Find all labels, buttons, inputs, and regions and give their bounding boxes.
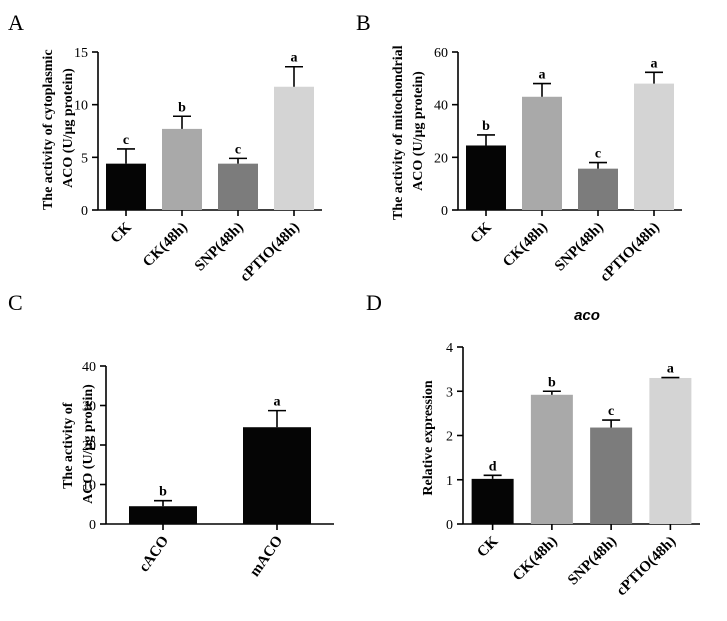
y-tick-label: 0 bbox=[89, 518, 96, 533]
panel-d-ylabel-line-1: Relative expression bbox=[421, 380, 436, 495]
y-tick-label: 4 bbox=[446, 341, 453, 356]
bar bbox=[162, 128, 202, 210]
category-label: cPTIO(48h) bbox=[237, 220, 303, 286]
category-label: CK(48h) bbox=[500, 220, 551, 271]
y-tick-label: 20 bbox=[434, 151, 448, 166]
panel-c: C The activity of ACO (U/μg protein) 0 10… bbox=[8, 290, 334, 580]
panel-d: D aco Relative expression 0 1 2 3 4 d CK b CK(48… bbox=[366, 290, 700, 599]
category-label: CK(48h) bbox=[140, 220, 191, 271]
y-tick-label: 3 bbox=[446, 385, 453, 400]
panel-b-letter: B bbox=[356, 10, 371, 35]
panel-c-letter: C bbox=[8, 290, 23, 315]
category-label: SNP(48h) bbox=[565, 534, 620, 589]
significance-letter: a bbox=[274, 395, 281, 410]
bar bbox=[218, 163, 258, 210]
category-label: cPTIO(48h) bbox=[614, 534, 680, 600]
bar bbox=[578, 168, 618, 210]
y-tick-label: 0 bbox=[441, 204, 448, 219]
significance-letter: b bbox=[548, 375, 556, 390]
category-label: cPTIO(48h) bbox=[597, 220, 663, 286]
bar bbox=[106, 163, 146, 210]
significance-letter: a bbox=[651, 56, 658, 71]
y-tick-label: 20 bbox=[82, 439, 96, 454]
panel-a: A The activity of cytoplasmic ACO (U/μg … bbox=[8, 10, 322, 285]
bar bbox=[634, 83, 674, 210]
category-label: SNP(48h) bbox=[192, 220, 247, 275]
bar bbox=[522, 96, 562, 210]
bar bbox=[243, 427, 311, 524]
significance-letter: c bbox=[608, 404, 614, 419]
panel-d-ylabel: Relative expression bbox=[421, 380, 436, 495]
y-tick-label: 60 bbox=[434, 46, 448, 61]
panel-c-ylabel-line-2: ACO (U/μg protein) bbox=[81, 384, 96, 504]
significance-letter: b bbox=[178, 100, 186, 115]
bar bbox=[590, 427, 633, 524]
panel-b-ylabel-line-1: The activity of mitochondrial bbox=[391, 45, 406, 220]
y-tick-label: 0 bbox=[446, 518, 453, 533]
y-tick-label: 5 bbox=[81, 151, 88, 166]
panel-d-title: aco bbox=[574, 307, 600, 324]
y-tick-label: 1 bbox=[446, 474, 453, 489]
y-tick-label: 2 bbox=[446, 430, 453, 445]
panel-c-chart: 0 10 20 30 40 b cACO a mACO bbox=[82, 360, 334, 580]
panel-b-chart: 0 20 40 60 b CK a CK(48h) c SNP(48h) a cPTIO(48h) bbox=[434, 46, 682, 285]
bar bbox=[471, 478, 514, 524]
y-tick-label: 40 bbox=[434, 99, 448, 114]
bar bbox=[274, 86, 314, 210]
panel-c-ylabel: The activity of ACO (U/μg protein) bbox=[61, 384, 96, 504]
y-tick-label: 40 bbox=[82, 360, 96, 375]
panel-a-ylabel: The activity of cytoplasmic ACO (U/μg pr… bbox=[41, 46, 76, 210]
panel-d-letter: D bbox=[366, 290, 382, 315]
y-tick-label: 10 bbox=[82, 479, 96, 494]
category-label: SNP(48h) bbox=[552, 220, 607, 275]
panel-b-ylabel: The activity of mitochondrial ACO (U/μg … bbox=[391, 42, 426, 220]
significance-letter: c bbox=[235, 142, 241, 157]
panel-a-ylabel-line-2: ACO (U/μg protein) bbox=[61, 68, 76, 188]
bar bbox=[129, 506, 197, 524]
significance-letter: a bbox=[667, 362, 674, 377]
y-tick-label: 30 bbox=[82, 400, 96, 415]
y-tick-label: 10 bbox=[74, 99, 88, 114]
panel-a-letter: A bbox=[8, 10, 24, 35]
panel-d-chart: 0 1 2 3 4 d CK b CK(48h) c SNP(48h) a cPTIO(48h) bbox=[446, 341, 700, 599]
significance-letter: b bbox=[482, 119, 490, 134]
panel-a-ylabel-line-1: The activity of cytoplasmic bbox=[41, 49, 56, 210]
category-label: CK(48h) bbox=[510, 534, 561, 585]
panel-b-ylabel-line-2: ACO (U/μg protein) bbox=[411, 71, 426, 191]
category-label: mACO bbox=[247, 533, 286, 580]
category-label: CK bbox=[468, 219, 495, 246]
significance-letter: c bbox=[123, 133, 129, 148]
significance-letter: b bbox=[159, 485, 167, 500]
y-tick-label: 0 bbox=[81, 204, 88, 219]
significance-letter: a bbox=[291, 51, 298, 66]
y-tick-label: 15 bbox=[74, 46, 88, 61]
panel-a-chart: 0 5 10 15 c CK b CK(48h) c SNP(48h) a cPTIO(48h) bbox=[74, 46, 322, 285]
bar bbox=[649, 377, 692, 524]
panel-b: B The activity of mitochondrial ACO (U/μ… bbox=[356, 10, 682, 285]
significance-letter: c bbox=[595, 147, 601, 162]
significance-letter: d bbox=[489, 459, 497, 474]
category-label: CK bbox=[474, 533, 501, 560]
panel-c-ylabel-line-1: The activity of bbox=[61, 402, 76, 489]
bar bbox=[466, 145, 506, 210]
bar bbox=[530, 394, 573, 524]
significance-letter: a bbox=[539, 68, 546, 83]
category-label: cACO bbox=[136, 533, 172, 575]
category-label: CK bbox=[108, 219, 135, 246]
